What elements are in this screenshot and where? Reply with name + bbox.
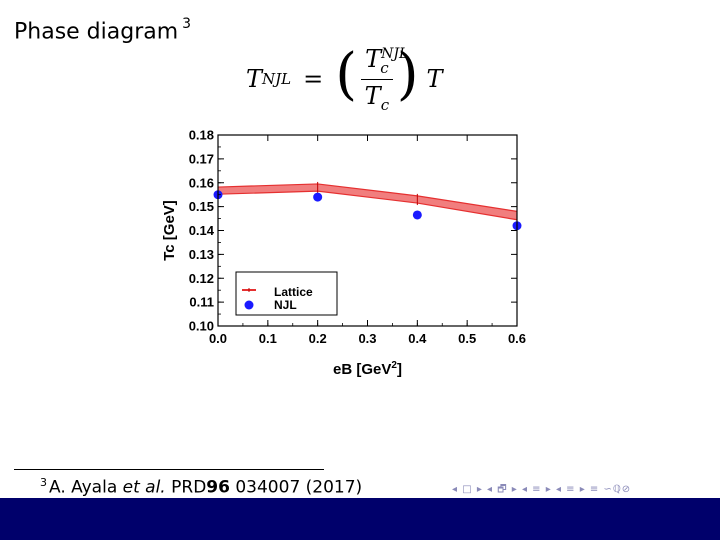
formula-left-paren: ( [335, 42, 358, 107]
formula: T NJL = ( TNJLc Tc ) T [246, 44, 443, 114]
y-tick-label: 0.18 [189, 128, 214, 143]
formula-lhs: T [246, 65, 263, 93]
chart-ticks [217, 134, 518, 327]
formula-denominator: Tc [365, 80, 389, 114]
footnote-author: A. Ayala [49, 477, 118, 498]
formula-num-base: T [365, 44, 382, 73]
footnote-rest: 034007 (2017) [235, 477, 363, 498]
lattice-upper-line [217, 183, 518, 212]
formula-lhs-sup: NJL [262, 70, 292, 88]
chart-labels: 0.0 0.1 0.2 0.3 0.4 0.5 0.6 0.10 0.11 0.12 0.13 0.1… [161, 128, 526, 379]
legend-njl-label: NJL [274, 298, 297, 312]
x-tick-label: 0.1 [259, 331, 277, 346]
y-tick-label: 0.14 [189, 223, 215, 238]
phase-diagram-chart: 0.0 0.1 0.2 0.3 0.4 0.5 0.6 0.10 0.11 0.12 0.13 0.1… [161, 128, 526, 379]
footnote-rule [14, 469, 324, 470]
formula-equals: = [303, 65, 324, 93]
lattice-band-area [218, 183, 517, 220]
y-tick-label: 0.17 [189, 151, 214, 166]
x-axis-label: eB [GeV2] [333, 360, 402, 378]
njl-point [412, 210, 422, 220]
footnote-ref: 3 [40, 476, 47, 489]
formula-right-paren: ) [396, 42, 419, 107]
y-tick-label: 0.11 [189, 295, 214, 310]
legend-njl-swatch [244, 300, 254, 310]
footnote-journal: PRD [171, 477, 207, 498]
lattice-band [217, 181, 518, 222]
y-tick-label: 0.16 [189, 175, 214, 190]
footnote: 3 A. Ayala et al. PRD96 034007 (2017) [40, 476, 362, 498]
y-tick-label: 0.10 [189, 319, 214, 334]
x-tick-label: 0.3 [358, 331, 376, 346]
y-tick-label: 0.12 [189, 271, 214, 286]
footnote-etal: et al. [122, 477, 166, 498]
formula-den-base: T [364, 81, 381, 110]
legend-lattice-label: Lattice [274, 285, 313, 299]
footnote-volume: 96 [206, 477, 230, 498]
beamer-navigation[interactable]: ◂ □ ▸ ◂ 🗗 ▸ ◂ ≡ ▸ ◂ ≡ ▸ ≡ ∽ℚ⊘ [452, 484, 632, 495]
lattice-lower-line [217, 190, 518, 221]
slide-title: Phase diagram 3 [14, 16, 192, 45]
y-tick-label: 0.13 [189, 247, 214, 262]
x-tick-label: 0.5 [458, 331, 476, 346]
formula-num-sub: c [380, 58, 389, 77]
formula-den-sub: c [380, 95, 390, 114]
x-tick-label: 0.6 [508, 331, 526, 346]
slide-title-text: Phase diagram [14, 19, 179, 45]
formula-numerator: TNJLc [361, 44, 408, 80]
formula-num-sup: NJL [381, 45, 409, 62]
bottom-bar [0, 498, 720, 540]
formula-fraction: TNJLc Tc [361, 44, 408, 114]
formula-rhs: T [426, 65, 443, 93]
njl-point [313, 192, 323, 202]
x-tick-label: 0.0 [209, 331, 227, 346]
slide-title-ref: 3 [182, 16, 192, 32]
x-tick-label: 0.4 [408, 331, 427, 346]
legend-box [235, 271, 338, 316]
y-axis-label: Tc [GeV] [161, 200, 178, 261]
y-tick-label: 0.15 [189, 199, 214, 214]
x-tick-label: 0.2 [309, 331, 327, 346]
